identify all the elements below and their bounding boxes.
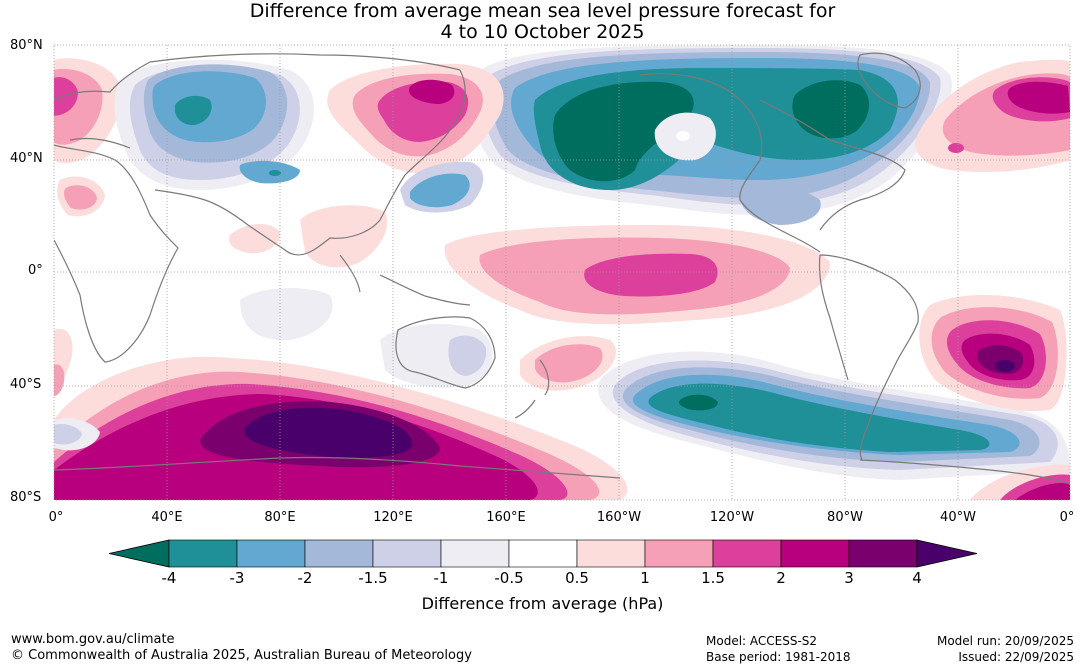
coastline-south-america	[818, 254, 919, 461]
negative-anomaly-north-pacific	[739, 183, 821, 225]
coastline-asia	[149, 53, 466, 256]
negative-anomaly-north-pacific	[676, 131, 690, 141]
negative-anomaly-north-pacific	[792, 80, 870, 139]
colorbar-segment	[644, 539, 714, 568]
lon-label-40e: 40°E	[151, 510, 183, 525]
colorbar-tick-label: 3	[844, 569, 854, 587]
footer-copyright: © Commonwealth of Australia 2025, Austra…	[11, 648, 472, 663]
colorbar-tick-label: -4	[161, 569, 177, 587]
lat-label-equator: 0°	[28, 263, 43, 278]
lat-label-40n: 40°N	[10, 151, 43, 166]
colorbar-tick-label: 4	[912, 569, 922, 587]
colorbar-segment	[236, 539, 306, 568]
colorbar-tick-label: -1	[433, 569, 449, 587]
coastline-greenland	[857, 52, 921, 109]
positive-anomaly-india	[229, 224, 281, 254]
negative-anomaly-north-pacific	[553, 81, 694, 182]
colorbar-tick-label: -0.5	[494, 569, 524, 587]
lon-label-80e: 80°E	[264, 510, 296, 525]
positive-anomaly-south-atlantic-corner	[1015, 482, 1070, 500]
colorbar-tick-label: 1	[640, 569, 650, 587]
negative-anomaly-australia	[448, 335, 487, 376]
colorbar-tick-label: 1.5	[701, 569, 725, 587]
negative-anomaly-central-asia	[269, 170, 281, 176]
colorbar-extend-high	[916, 539, 978, 568]
colorbar	[108, 539, 978, 568]
lon-label-160e: 160°E	[486, 510, 526, 525]
positive-anomaly-south-america-west	[54, 364, 65, 396]
negative-anomaly-nw-pacific	[410, 173, 470, 208]
colorbar-tick-label: 2	[776, 569, 786, 587]
colorbar-title: Difference from average (hPa)	[421, 594, 664, 613]
colorbar-segment	[508, 539, 578, 568]
lat-label-80n: 80°N	[10, 38, 43, 53]
lat-label-40s: 40°S	[10, 377, 42, 392]
colorbar-segment	[712, 539, 782, 568]
negative-anomaly-south-pacific	[678, 394, 718, 411]
footer-base-period: Base period: 1981-2018	[706, 650, 851, 664]
gridlines	[54, 45, 1070, 500]
map-title-line-2: 4 to 10 October 2025	[440, 21, 645, 43]
positive-anomaly-south-atlantic	[995, 360, 1015, 372]
colorbar-tick-label: 0.5	[565, 569, 589, 587]
footer-website: www.bom.gov.au/climate	[11, 632, 175, 647]
footer-model-run: Model run: 20/09/2025	[936, 634, 1074, 648]
coastline-southeast-asia	[339, 254, 471, 306]
positive-anomaly-southeast-asia	[300, 205, 388, 268]
footer-model: Model: ACCESS-S2	[706, 634, 818, 648]
positive-anomaly-equatorial-pacific	[584, 253, 718, 297]
positive-anomaly-north-atlantic	[1007, 81, 1070, 114]
lon-label-120w: 120°W	[709, 510, 755, 525]
footer-issued: Issued: 22/09/2025	[958, 650, 1074, 664]
coastline-europe	[54, 61, 151, 149]
lon-label-40w: 40°W	[940, 510, 976, 525]
colorbar-segment	[440, 539, 510, 568]
coastline-africa	[54, 144, 179, 363]
lon-label-80w: 80°W	[827, 510, 863, 525]
colorbar-extend-low	[108, 539, 170, 568]
lon-label-120e: 120°E	[373, 510, 413, 525]
colorbar-tick-label: -3	[229, 569, 245, 587]
coastline-antarctica	[54, 456, 1070, 485]
positive-anomaly-tasman	[535, 344, 603, 383]
positive-anomaly-north-atlantic	[948, 143, 964, 153]
negative-anomaly-central-asia	[175, 95, 212, 126]
colorbar-segment	[780, 539, 850, 568]
colorbar-segment	[168, 539, 238, 568]
negative-anomaly-indian-ocean	[240, 288, 333, 341]
colorbar-tick-label: -2	[297, 569, 313, 587]
positive-anomaly-east-asia	[408, 79, 455, 104]
colorbar-segment	[848, 539, 918, 568]
lon-label-0-right: 0°	[1059, 510, 1075, 525]
positive-anomaly-southern-indian	[244, 407, 413, 458]
coastline-australia	[395, 316, 496, 389]
map-title-line-1: Difference from average mean sea level p…	[249, 0, 836, 22]
map-frame	[53, 44, 1071, 501]
lon-label-0: 0°	[48, 510, 64, 525]
lat-label-80s: 80°S	[10, 490, 42, 505]
negative-anomaly-southwest-indian	[54, 424, 82, 445]
coastline-north-america	[639, 73, 906, 253]
coastline-new-zealand	[514, 359, 550, 419]
coastlines	[54, 52, 1070, 485]
lon-label-160w: 160°W	[596, 510, 642, 525]
positive-anomaly-europe	[54, 77, 78, 116]
positive-anomaly-africa-north	[63, 185, 97, 210]
colorbar-segment	[372, 539, 442, 568]
colorbar-segment	[576, 539, 646, 568]
colorbar-tick-label: -1.5	[358, 569, 388, 587]
anomaly-field	[54, 45, 1070, 500]
negative-anomaly-south-pacific	[648, 383, 990, 452]
colorbar-segment	[304, 539, 374, 568]
